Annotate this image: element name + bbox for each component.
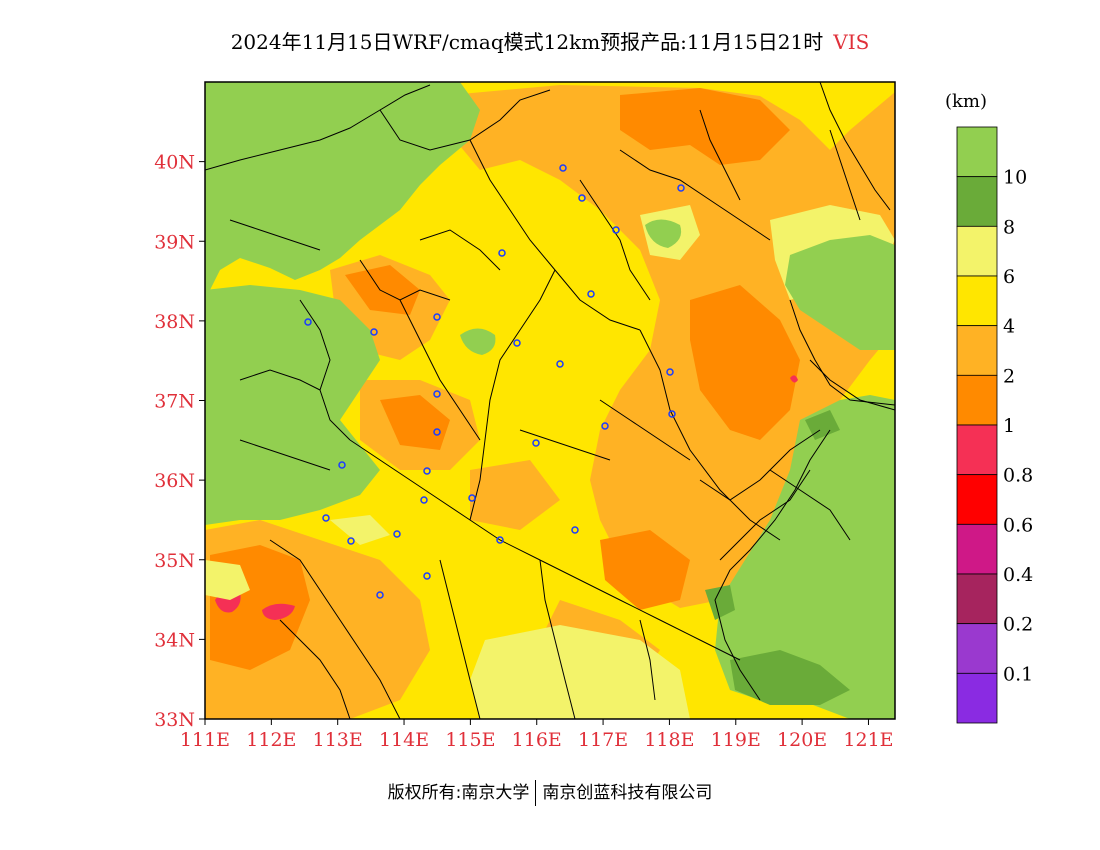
legend-level-label: 0.1	[1003, 663, 1033, 685]
lon-label: 117E	[578, 729, 628, 751]
city-marker	[612, 226, 620, 234]
legend-level-label: 0.2	[1003, 614, 1033, 636]
legend-swatch	[956, 523, 998, 575]
legend-swatch	[956, 275, 998, 327]
lat-label: 39N	[154, 231, 195, 253]
city-marker	[601, 422, 609, 430]
latitude-axis: 40N 39N 38N 37N 36N 35N 34N 33N	[154, 152, 205, 731]
city-marker	[668, 410, 676, 418]
lon-label: 112E	[246, 729, 296, 751]
city-marker	[513, 339, 521, 347]
legend-swatch	[956, 126, 998, 178]
lat-label: 33N	[154, 709, 195, 731]
coastline	[714, 82, 895, 701]
lon-label: 118E	[644, 729, 694, 751]
variable-label: VIS	[833, 30, 870, 54]
city-marker	[468, 494, 476, 502]
lat-label: 35N	[154, 550, 195, 572]
city-marker	[423, 572, 431, 580]
city-marker	[423, 467, 431, 475]
lat-label: 36N	[154, 470, 195, 492]
legend-swatch	[956, 623, 998, 674]
city-marker	[433, 313, 441, 321]
city-marker	[532, 439, 540, 447]
city-marker	[559, 164, 567, 172]
map-title: 2024年11月15日WRF/cmaq模式12km预报产品:11月15日21时 V…	[0, 26, 1100, 55]
city-marker	[556, 360, 564, 368]
lat-label: 38N	[154, 311, 195, 333]
legend-level-label: 0.4	[1003, 564, 1033, 586]
title-text: 2024年11月15日WRF/cmaq模式12km预报产品:11月15日21时	[230, 30, 824, 54]
vis-8-10km-regions	[705, 410, 850, 705]
visibility-field	[205, 82, 895, 719]
legend-unit: (km)	[945, 91, 987, 112]
city-marker	[677, 184, 685, 192]
city-marker	[420, 496, 428, 504]
footer-separator	[535, 780, 537, 806]
legend-level-label: 1	[1003, 415, 1015, 437]
legend-level-label: 10	[1003, 167, 1027, 189]
legend-swatch	[956, 225, 998, 277]
city-marker	[578, 194, 586, 202]
vis-low-spot-southwest	[262, 603, 295, 620]
legend-level-label: 4	[1003, 316, 1015, 338]
city-marker	[496, 536, 504, 544]
footer: 版权所有:南京大学 南京创蓝科技有限公司	[0, 778, 1100, 806]
lon-label: 115E	[445, 729, 495, 751]
city-marker	[433, 428, 441, 436]
city-marker	[322, 514, 330, 522]
city-marker	[393, 530, 401, 538]
city-marker	[347, 537, 355, 545]
legend-level-label: 2	[1003, 365, 1015, 387]
legend-level-label: 0.6	[1003, 514, 1033, 536]
city-marker	[304, 318, 312, 326]
longitude-axis: 111E 112E 113E 114E 115E 116E 117E 118E 119E 120E…	[180, 719, 894, 751]
company-text: 南京创蓝科技有限公司	[542, 783, 713, 803]
copyright-text: 版权所有:南京大学	[387, 783, 530, 803]
city-marker	[370, 328, 378, 336]
city-marker	[571, 526, 579, 534]
city-marker	[433, 390, 441, 398]
lon-label: 121E	[843, 729, 893, 751]
lat-label: 37N	[154, 391, 195, 413]
legend-level-label: 8	[1003, 216, 1015, 238]
color-legend: (km) 10 8 6 4 2 1 0.8 0.6 0.4 0.2 0.1	[945, 91, 1033, 724]
lat-label: 40N	[154, 152, 195, 174]
vis-low-spot-east	[790, 375, 798, 383]
city-marker	[587, 290, 595, 298]
vis-1-2km-regions	[210, 88, 800, 670]
lon-label: 120E	[777, 729, 827, 751]
legend-swatch	[956, 573, 998, 625]
vis-over-10km-regions	[205, 82, 895, 719]
legend-swatch	[956, 424, 998, 476]
legend-level-label: 6	[1003, 266, 1015, 288]
legend-swatch	[956, 325, 998, 376]
lon-label: 114E	[379, 729, 429, 751]
city-marker	[666, 368, 674, 376]
legend-swatch	[956, 374, 998, 426]
lon-label: 113E	[313, 729, 363, 751]
city-markers	[304, 164, 685, 599]
city-marker	[338, 461, 346, 469]
legend-swatch	[956, 176, 998, 227]
city-marker	[498, 249, 506, 257]
legend-swatch	[956, 474, 998, 525]
lon-label: 111E	[180, 729, 230, 751]
boundary-lines	[205, 84, 895, 719]
lon-label: 119E	[711, 729, 761, 751]
lat-label: 34N	[154, 629, 195, 651]
legend-swatch	[956, 672, 998, 724]
legend-level-label: 0.8	[1003, 465, 1033, 487]
city-marker	[376, 591, 384, 599]
lon-label: 116E	[512, 729, 562, 751]
